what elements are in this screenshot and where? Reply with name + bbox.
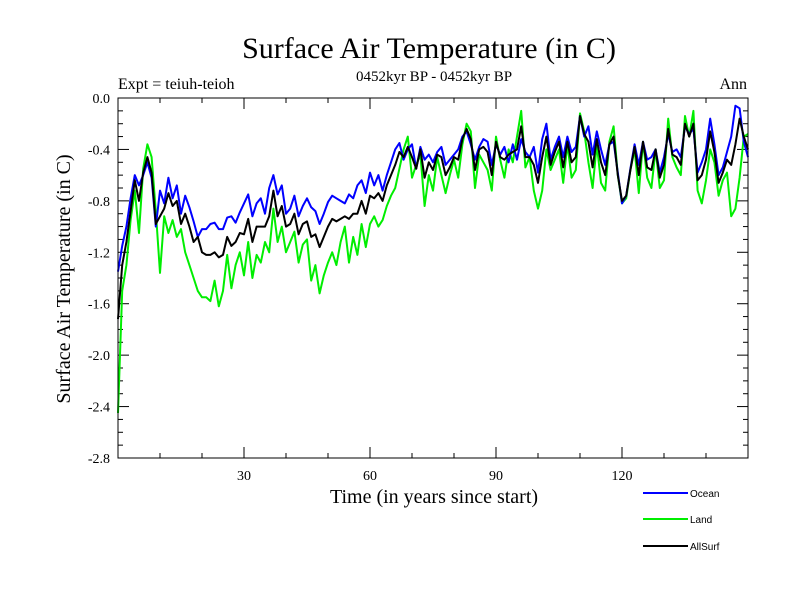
y-tick-label: -0.4 [88, 143, 110, 158]
x-tick-label: 60 [363, 469, 377, 484]
chart-title: Surface Air Temperature (in C) [242, 32, 616, 65]
chart-subtitle: 0452kyr BP - 0452kyr BP [356, 69, 512, 85]
legend-label-ocean: Ocean [690, 489, 719, 500]
x-tick-label: 90 [489, 469, 503, 484]
y-tick-label: -2.4 [88, 401, 110, 416]
y-tick-label: -0.8 [88, 195, 110, 210]
axis-ticks: 0.0 -0.4 -0.8 -1.2 -1.6 -2.0 -2.4 -2.8 30 60 90 120 [88, 92, 748, 484]
y-tick-label: -1.6 [88, 298, 110, 313]
season-label: Ann [719, 76, 747, 93]
x-tick-label: 120 [612, 469, 633, 484]
plot-frame [117, 97, 749, 459]
x-axis-label: Time (in years since start) [330, 486, 538, 508]
y-tick-label: -1.2 [88, 246, 110, 261]
y-axis-label: Surface Air Temperature (in C) [53, 154, 75, 403]
series-line-allsurf [117, 115, 749, 320]
y-tick-label: -2.0 [88, 349, 110, 364]
experiment-label: Expt = teiuh-teioh [118, 76, 235, 93]
legend-label-allsurf: AllSurf [690, 542, 720, 553]
y-tick-label: 0.0 [93, 92, 111, 107]
legend: Ocean Land AllSurf [643, 489, 720, 553]
data-series [117, 104, 749, 414]
legend-label-land: Land [690, 515, 712, 526]
x-tick-label: 30 [237, 469, 251, 484]
y-tick-label: -2.8 [88, 452, 110, 467]
